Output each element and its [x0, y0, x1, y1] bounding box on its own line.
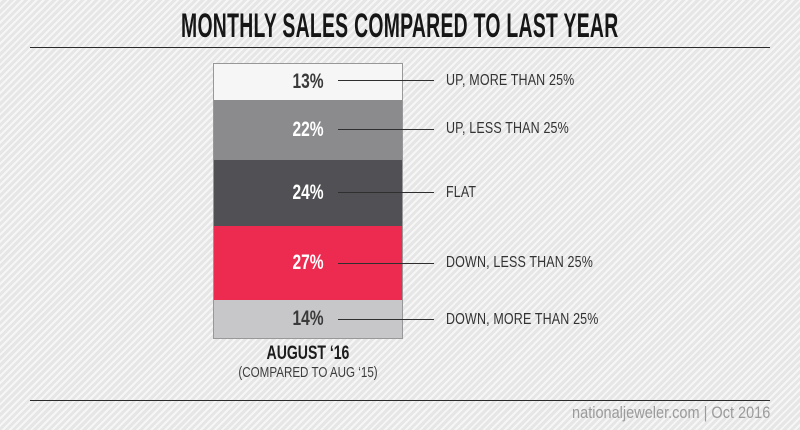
footer-source-text: nationaljeweler.com | Oct 2016 [571, 404, 770, 422]
bar-segment-up-more-25: 13% [214, 64, 402, 100]
leader-line [338, 80, 434, 82]
leader-line [338, 319, 434, 321]
stacked-bar: 13% 22% 24% 27% 14% [213, 63, 403, 339]
segment-callout: FLAT [338, 183, 485, 203]
period-sublabel-text: (COMPARED TO AUG ‘15) [238, 365, 378, 381]
footer-source: nationaljeweler.com | Oct 2016 [545, 404, 770, 423]
segment-category-label: FLAT [446, 183, 477, 201]
segment-callout: DOWN, MORE THAN 25% [338, 310, 642, 330]
bar-segment-down-more-25: 14% [214, 299, 402, 338]
segment-category-label: DOWN, LESS THAN 25% [446, 254, 593, 272]
period-label-text: AUGUST ‘16 [266, 343, 350, 364]
segment-value-label: 27% [292, 250, 324, 274]
segment-category-label: DOWN, MORE THAN 25% [446, 310, 599, 328]
title-divider [30, 47, 770, 48]
chart-title-text: MONTHLY SALES COMPARED TO LAST YEAR [181, 7, 619, 45]
segment-callout: UP, MORE THAN 25% [338, 71, 611, 91]
leader-line [338, 128, 434, 130]
leader-line [338, 262, 434, 264]
segment-callout: DOWN, LESS THAN 25% [338, 253, 634, 273]
segment-callout: UP, LESS THAN 25% [338, 119, 604, 139]
footer-divider [30, 400, 770, 401]
segment-value-label: 13% [292, 69, 324, 93]
segment-value-label: 14% [292, 306, 324, 330]
segment-category-label: UP, LESS THAN 25% [446, 120, 569, 138]
chart-title: MONTHLY SALES COMPARED TO LAST YEAR [0, 8, 800, 44]
segment-category-label: UP, MORE THAN 25% [446, 71, 575, 89]
period-label: AUGUST ‘16 [213, 343, 403, 365]
segment-value-label: 22% [292, 117, 324, 141]
segment-value-label: 24% [292, 180, 324, 204]
leader-line [338, 192, 434, 194]
period-sublabel: (COMPARED TO AUG ‘15) [163, 365, 453, 381]
bar-segment-up-less-25: 22% [214, 99, 402, 160]
